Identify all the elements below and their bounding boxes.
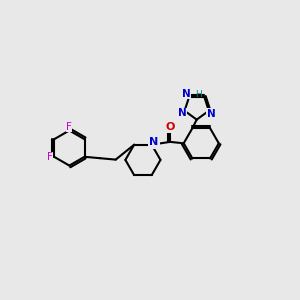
Text: N: N bbox=[182, 89, 191, 99]
Text: O: O bbox=[165, 122, 175, 132]
Text: F: F bbox=[47, 152, 53, 162]
Text: N: N bbox=[178, 108, 187, 118]
Text: F: F bbox=[66, 122, 72, 132]
Text: N: N bbox=[207, 109, 215, 118]
Text: H: H bbox=[195, 90, 202, 99]
Text: N: N bbox=[149, 137, 159, 147]
